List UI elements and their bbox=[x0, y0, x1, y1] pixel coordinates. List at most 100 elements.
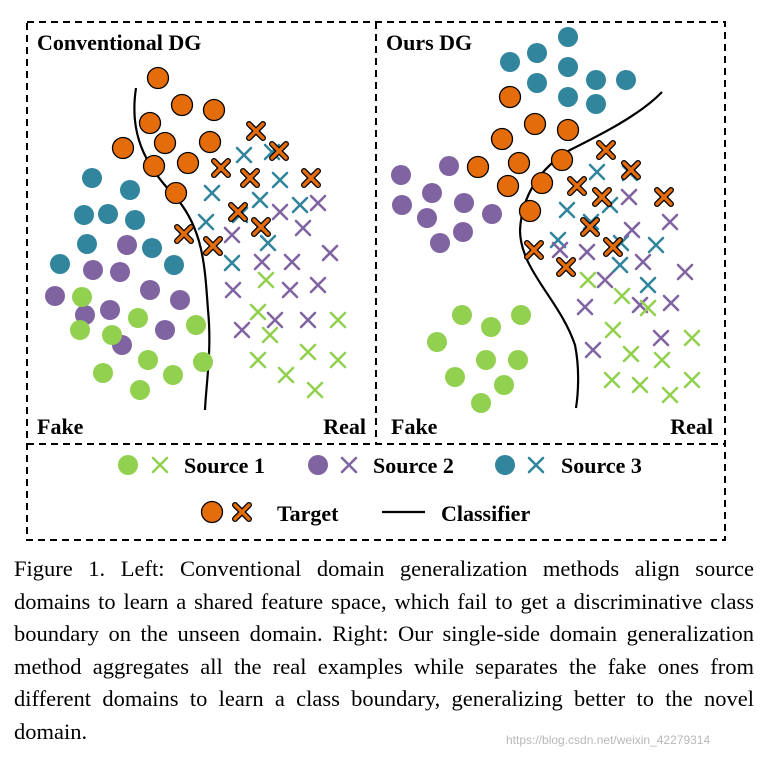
left-source3-circle bbox=[50, 254, 70, 274]
left-source1-cross-icon bbox=[249, 351, 267, 369]
left-source1-circle bbox=[186, 315, 206, 335]
right-source1-circle bbox=[494, 375, 514, 395]
left-source1-circle bbox=[128, 308, 148, 328]
right-source3-cross-icon bbox=[647, 236, 665, 254]
left-source2-circle bbox=[117, 235, 137, 255]
left-source3-cross-icon bbox=[203, 184, 221, 202]
left-source1-circle bbox=[93, 363, 113, 383]
left-target-circle bbox=[176, 151, 200, 175]
left-target-cross-icon bbox=[251, 217, 271, 237]
left-source3-cross-icon bbox=[271, 171, 289, 189]
right-source1-circle bbox=[508, 350, 528, 370]
legend-source1-cross-icon bbox=[151, 456, 169, 474]
right-source1-cross-icon bbox=[603, 371, 621, 389]
left-source2-cross-icon bbox=[281, 281, 299, 299]
left-source2-circle bbox=[155, 320, 175, 340]
right-panel-title: Ours DG bbox=[386, 30, 472, 55]
left-source2-cross-icon bbox=[271, 203, 289, 221]
left-panel-markers bbox=[45, 66, 347, 400]
right-source1-cross-icon bbox=[579, 271, 597, 289]
left-target-cross-icon bbox=[203, 236, 223, 256]
left-target-cross-icon bbox=[174, 224, 194, 244]
right-source3-circle bbox=[558, 57, 578, 77]
right-source2-cross-icon bbox=[676, 263, 694, 281]
left-target-cross-icon bbox=[246, 121, 266, 141]
left-source1-cross-icon bbox=[257, 271, 275, 289]
right-source2-cross-icon bbox=[620, 188, 638, 206]
right-source3-cross-icon bbox=[639, 276, 657, 294]
left-source2-cross-icon bbox=[253, 253, 271, 271]
right-target-circle bbox=[556, 118, 580, 142]
left-source1-circle bbox=[70, 320, 90, 340]
left-source2-circle bbox=[140, 280, 160, 300]
right-source3-circle bbox=[558, 87, 578, 107]
right-source2-cross-icon bbox=[652, 329, 670, 347]
right-source1-cross-icon bbox=[661, 386, 679, 404]
right-source1-circle bbox=[427, 332, 447, 352]
left-source1-cross-icon bbox=[329, 351, 347, 369]
left-source1-cross-icon bbox=[329, 311, 347, 329]
watermark-text: https://blog.csdn.net/weixin_42279314 bbox=[506, 733, 711, 747]
right-source1-circle bbox=[471, 393, 491, 413]
left-source1-circle bbox=[193, 352, 213, 372]
left-target-circle bbox=[142, 154, 166, 178]
left-source1-cross-icon bbox=[306, 381, 324, 399]
left-source3-cross-icon bbox=[197, 213, 215, 231]
legend-classifier-label: Classifier bbox=[441, 501, 530, 526]
legend-source1-label: Source 1 bbox=[184, 453, 265, 478]
right-target-cross-icon bbox=[592, 187, 612, 207]
legend-target-label: Target bbox=[277, 501, 339, 526]
left-fake-label: Fake bbox=[37, 414, 84, 439]
right-source2-circle bbox=[422, 183, 442, 203]
left-source2-cross-icon bbox=[299, 311, 317, 329]
right-source1-cross-icon bbox=[613, 287, 631, 305]
right-fake-label: Fake bbox=[391, 414, 438, 439]
right-source1-cross-icon bbox=[604, 321, 622, 339]
legend-source2-label: Source 2 bbox=[373, 453, 454, 478]
left-source2-circle bbox=[45, 286, 65, 306]
left-source2-cross-icon bbox=[283, 253, 301, 271]
left-source2-circle bbox=[83, 260, 103, 280]
left-source3-cross-icon bbox=[251, 191, 269, 209]
left-target-circle bbox=[111, 136, 135, 160]
left-source3-circle bbox=[120, 180, 140, 200]
left-source2-cross-icon bbox=[233, 321, 251, 339]
right-source1-cross-icon bbox=[631, 376, 649, 394]
right-target-circle bbox=[507, 151, 531, 175]
left-source3-cross-icon bbox=[259, 234, 277, 252]
right-source2-cross-icon bbox=[623, 221, 641, 239]
right-source2-cross-icon bbox=[584, 341, 602, 359]
left-source3-circle bbox=[98, 204, 118, 224]
right-source3-circle bbox=[558, 27, 578, 47]
right-panel-markers bbox=[391, 27, 701, 413]
left-source2-circle bbox=[110, 262, 130, 282]
right-target-circle bbox=[498, 85, 522, 109]
left-source2-cross-icon bbox=[309, 194, 327, 212]
right-target-cross-icon bbox=[603, 237, 623, 257]
right-source2-circle bbox=[391, 165, 411, 185]
right-target-cross-icon bbox=[621, 160, 641, 180]
legend-source2-circle bbox=[308, 455, 328, 475]
right-source1-cross-icon bbox=[653, 351, 671, 369]
right-source1-circle bbox=[452, 305, 472, 325]
left-target-circle bbox=[198, 130, 222, 154]
left-target-cross-icon bbox=[240, 168, 260, 188]
legend-source3-circle bbox=[495, 455, 515, 475]
right-target-circle bbox=[490, 127, 514, 151]
right-source2-cross-icon bbox=[551, 241, 569, 259]
figure-caption: Figure 1. Left: Conventional domain gene… bbox=[14, 556, 754, 744]
left-target-circle bbox=[170, 93, 194, 117]
right-target-circle bbox=[496, 174, 520, 198]
left-source3-cross-icon bbox=[223, 254, 241, 272]
right-target-cross-icon bbox=[524, 240, 544, 260]
right-source3-circle bbox=[527, 73, 547, 93]
right-source2-cross-icon bbox=[662, 294, 680, 312]
left-source1-circle bbox=[72, 287, 92, 307]
right-classifier-curve bbox=[518, 91, 663, 409]
left-source1-circle bbox=[102, 325, 122, 345]
left-source1-cross-icon bbox=[249, 303, 267, 321]
left-source3-circle bbox=[77, 234, 97, 254]
right-source2-cross-icon bbox=[596, 271, 614, 289]
left-real-label: Real bbox=[323, 414, 366, 439]
left-source1-circle bbox=[138, 350, 158, 370]
